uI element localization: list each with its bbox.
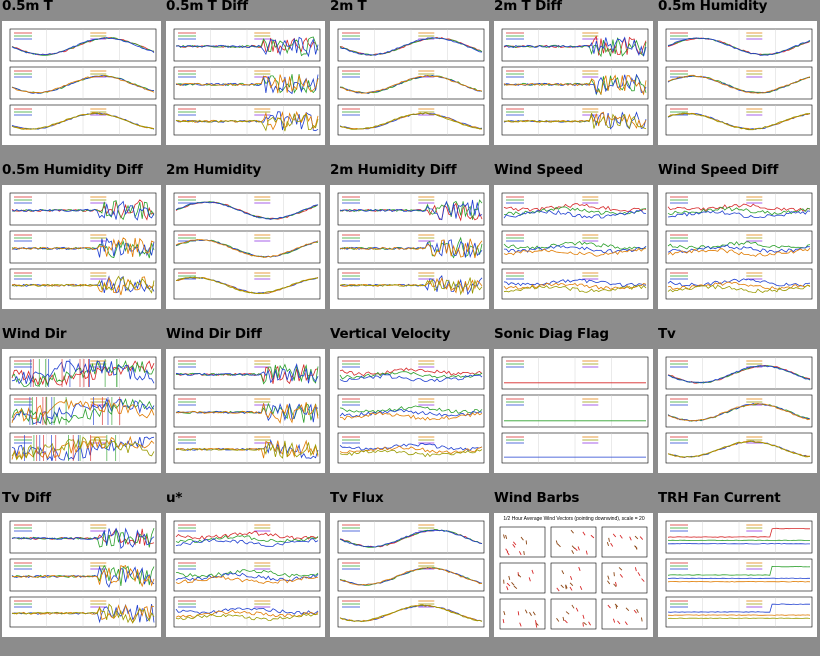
plot-tile-title: Tv Diff [2, 490, 51, 506]
plot-thumbnail-wind-speed[interactable] [494, 185, 653, 309]
plot-tile-0-5m-humidity: 0.5m Humidity [656, 0, 820, 164]
plot-tile-title: Tv Flux [330, 490, 384, 506]
plot-thumbnail-trh-fan-current[interactable] [658, 513, 817, 637]
plot-tile-u: u* [164, 490, 328, 656]
plot-thumbnail-u[interactable] [166, 513, 325, 637]
plot-tile-2m-humidity-diff: 2m Humidity Diff [328, 162, 492, 328]
plot-tile-2m-humidity: 2m Humidity [164, 162, 328, 328]
plot-tile-title: Wind Dir Diff [166, 326, 262, 342]
plot-tile-title: 0.5m Humidity [658, 0, 768, 14]
plot-tile-title: 2m Humidity Diff [330, 162, 457, 178]
plot-thumbnail-2m-t-diff[interactable] [494, 21, 653, 145]
plot-tile-2m-t: 2m T [328, 0, 492, 164]
plot-tile-trh-fan-current: TRH Fan Current [656, 490, 820, 656]
plot-tile-title: Wind Speed [494, 162, 583, 178]
plot-tile-tv-diff: Tv Diff [0, 490, 164, 656]
plot-tile-0-5m-t-diff: 0.5m T Diff [164, 0, 328, 164]
plot-tile-wind-dir-diff: Wind Dir Diff [164, 326, 328, 492]
plot-tile-tv-flux: Tv Flux [328, 490, 492, 656]
plot-tile-title: Tv [658, 326, 676, 342]
plot-tile-title: Sonic Diag Flag [494, 326, 609, 342]
plot-thumbnail-wind-speed-diff[interactable] [658, 185, 817, 309]
plot-tile-title: u* [166, 490, 183, 506]
plot-thumbnail-2m-t[interactable] [330, 21, 489, 145]
plot-thumbnail-tv[interactable] [658, 349, 817, 473]
plot-tile-title: 2m T Diff [494, 0, 562, 14]
plot-thumbnail-vertical-velocity[interactable] [330, 349, 489, 473]
plot-tile-title: Wind Speed Diff [658, 162, 779, 178]
plot-tile-wind-barbs: Wind Barbs 1/2 Hour Average Wind Vectors … [492, 490, 656, 656]
plot-tile-title: Wind Barbs [494, 490, 580, 506]
plot-tile-0-5m-humidity-diff: 0.5m Humidity Diff [0, 162, 164, 328]
plot-thumbnail-0-5m-humidity-diff[interactable] [2, 185, 161, 309]
plot-thumbnail-tv-diff[interactable] [2, 513, 161, 637]
wind-barbs-header: 1/2 Hour Average Wind Vectors (pointing … [503, 516, 644, 522]
plot-tile-2m-t-diff: 2m T Diff [492, 0, 656, 164]
plot-thumbnail-sonic-diag-flag[interactable] [494, 349, 653, 473]
plot-tile-sonic-diag-flag: Sonic Diag Flag [492, 326, 656, 492]
plot-tile-title: 0.5m Humidity Diff [2, 162, 143, 178]
plot-thumbnail-tv-flux[interactable] [330, 513, 489, 637]
plot-tile-title: 0.5m T [2, 0, 53, 14]
plot-tile-0-5m-t: 0.5m T [0, 0, 164, 164]
plot-thumbnail-0-5m-t-diff[interactable] [166, 21, 325, 145]
plot-tile-title: 2m T [330, 0, 367, 14]
plot-thumbnail-2m-humidity[interactable] [166, 185, 325, 309]
plot-tile-title: TRH Fan Current [658, 490, 781, 506]
plot-tile-title: Vertical Velocity [330, 326, 451, 342]
plot-tile-title: Wind Dir [2, 326, 67, 342]
plot-tile-title: 2m Humidity [166, 162, 262, 178]
plot-tile-wind-dir: Wind Dir [0, 326, 164, 492]
plot-thumbnail-wind-barbs[interactable]: 1/2 Hour Average Wind Vectors (pointing … [494, 513, 653, 637]
plot-thumbnail-wind-dir[interactable] [2, 349, 161, 473]
plot-thumbnail-wind-dir-diff[interactable] [166, 349, 325, 473]
plot-tile-vertical-velocity: Vertical Velocity [328, 326, 492, 492]
plot-tile-title: 0.5m T Diff [166, 0, 248, 14]
plot-tile-wind-speed: Wind Speed [492, 162, 656, 328]
plot-thumbnail-0-5m-humidity[interactable] [658, 21, 817, 145]
plot-tile-tv: Tv [656, 326, 820, 492]
plot-thumbnail-2m-humidity-diff[interactable] [330, 185, 489, 309]
plot-tile-wind-speed-diff: Wind Speed Diff [656, 162, 820, 328]
plot-thumbnail-0-5m-t[interactable] [2, 21, 161, 145]
